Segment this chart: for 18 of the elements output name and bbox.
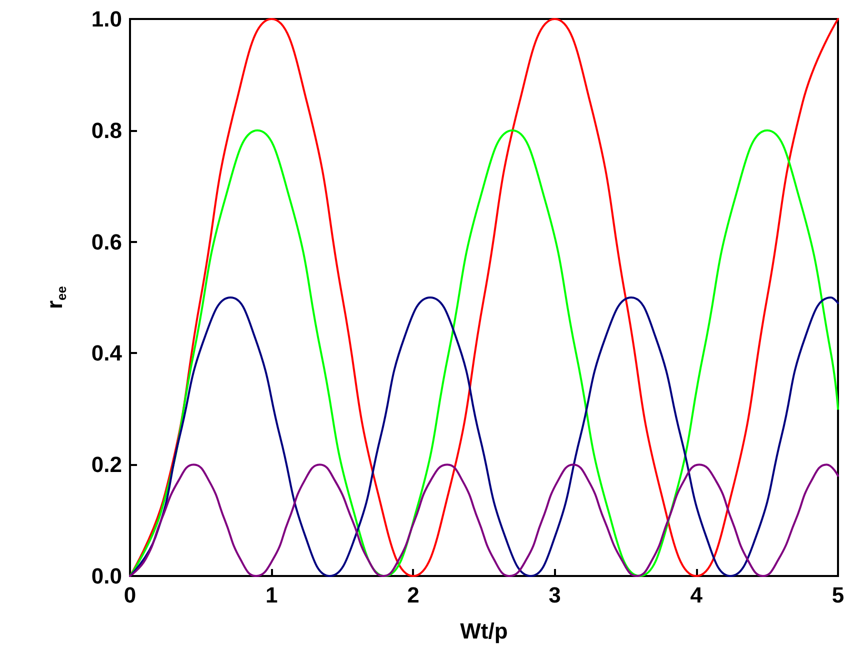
x-tick-label: 5 xyxy=(832,582,844,608)
x-axis-title: Wt/p xyxy=(460,618,508,644)
x-tick-label: 1 xyxy=(265,582,278,608)
line-series xyxy=(129,296,839,577)
y-tick-label: 0.2 xyxy=(91,452,122,478)
x-tick-label: 0 xyxy=(124,582,136,608)
y-axis-title: ree xyxy=(42,286,69,310)
y-tick-label: 0.0 xyxy=(91,564,122,588)
y-tick-label: 0.8 xyxy=(91,118,122,143)
x-tick-label: 2 xyxy=(407,582,420,608)
x-tick-label: 3 xyxy=(548,582,561,608)
y-tick-label: 0.6 xyxy=(91,229,122,254)
line-series xyxy=(129,464,839,577)
y-tick-label: 0.4 xyxy=(91,340,123,366)
y-tick-label: 1.0 xyxy=(91,6,122,32)
line-series xyxy=(129,18,839,577)
line-series xyxy=(129,129,839,577)
x-tick-label: 4 xyxy=(690,582,704,608)
